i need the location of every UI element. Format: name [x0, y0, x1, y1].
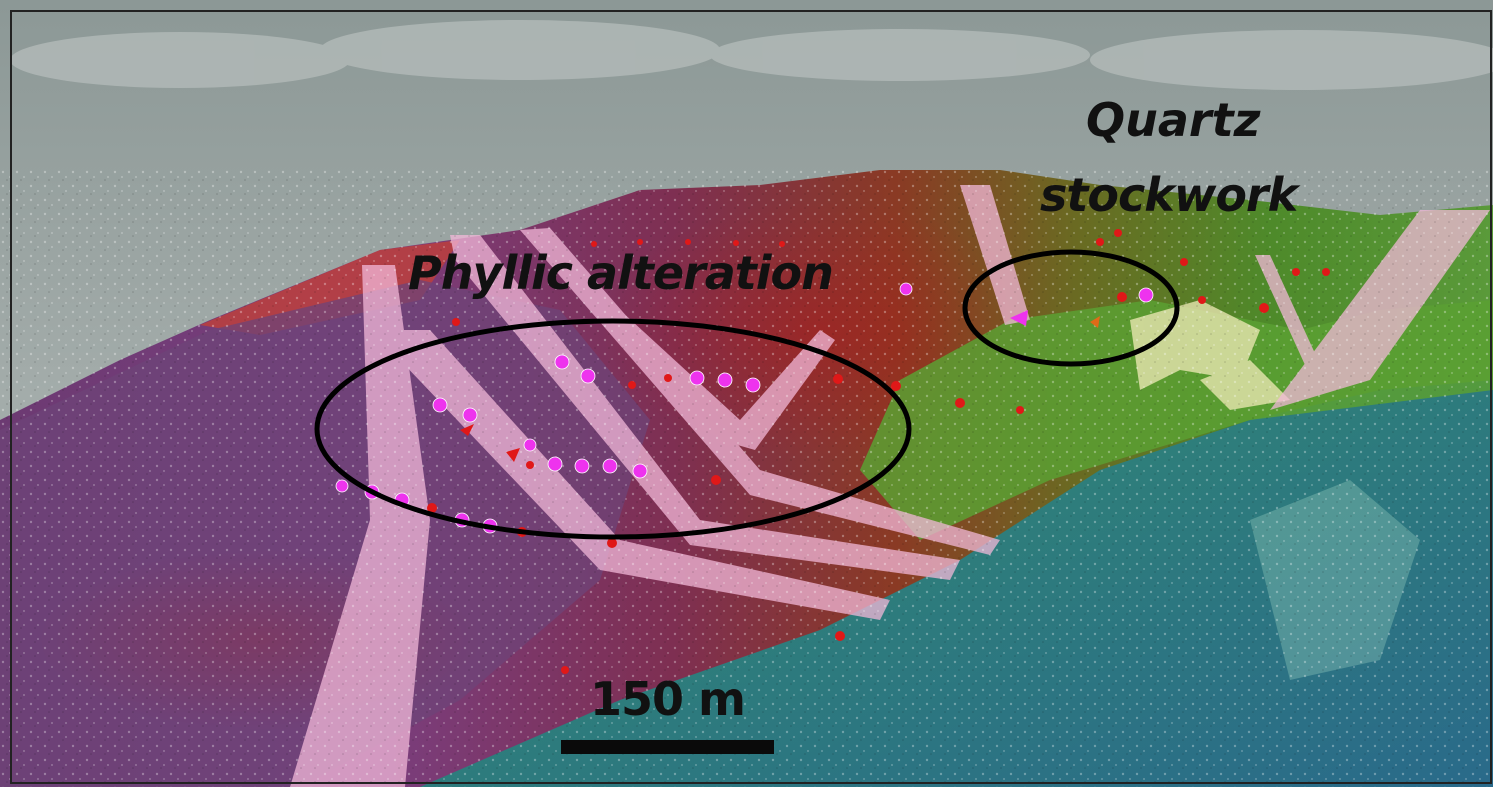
magenta-sample-point-icon: [335, 479, 349, 493]
red-sample-point-icon: [561, 666, 569, 674]
red-sample-point-icon: [1198, 296, 1206, 304]
quartz-stockwork-label-line2: stockwork: [1040, 168, 1298, 222]
red-sample-point-icon: [427, 503, 437, 513]
red-sample-point-icon: [891, 381, 901, 391]
red-sample-point-icon: [1117, 292, 1127, 302]
red-sample-point-icon: [835, 631, 845, 641]
triangle-sample-marker-icon: [506, 448, 520, 462]
red-sample-points: [427, 229, 1330, 674]
magenta-sample-point-icon: [717, 372, 733, 388]
phyllic-alteration-outline: [314, 318, 912, 540]
red-sample-point-icon: [591, 241, 597, 247]
triangle-sample-marker-icon: [1010, 310, 1028, 326]
figure-frame: [10, 10, 1492, 784]
red-sample-point-icon: [711, 475, 721, 485]
red-sample-point-icon: [607, 538, 617, 548]
red-sample-point-icon: [628, 381, 636, 389]
red-sample-point-icon: [955, 398, 965, 408]
red-sample-point-icon: [733, 240, 739, 246]
magenta-sample-point-icon: [547, 456, 563, 472]
red-sample-point-icon: [1259, 303, 1269, 313]
phyllic-alteration-label: Phyllic alteration: [408, 246, 834, 300]
red-sample-point-icon: [685, 239, 691, 245]
red-sample-point-icon: [452, 318, 460, 326]
red-sample-point-icon: [526, 461, 534, 469]
magenta-sample-point-icon: [523, 438, 537, 452]
quartz-stockwork-label-line1: Quartz: [1086, 93, 1261, 147]
magenta-sample-point-icon: [574, 458, 590, 474]
red-sample-point-icon: [1322, 268, 1330, 276]
red-sample-point-icon: [1096, 238, 1104, 246]
terrain-texture: [0, 170, 1493, 787]
magenta-sample-point-icon: [745, 377, 761, 393]
magenta-sample-point-icon: [462, 407, 478, 423]
magenta-sample-point-icon: [602, 458, 618, 474]
red-sample-point-icon: [833, 374, 843, 384]
magenta-sample-point-icon: [689, 370, 705, 386]
magenta-sample-point-icon: [1138, 287, 1154, 303]
red-sample-point-icon: [637, 239, 643, 245]
magenta-sample-point-icon: [580, 368, 596, 384]
scale-bar-label: 150 m: [590, 672, 746, 726]
red-sample-point-icon: [779, 241, 785, 247]
red-sample-point-icon: [1114, 229, 1122, 237]
quartz-stockwork-outline: [962, 249, 1180, 367]
magenta-sample-point-icon: [632, 463, 648, 479]
triangle-markers: [460, 310, 1100, 462]
triangle-sample-marker-icon: [460, 424, 474, 436]
triangle-sample-marker-icon: [1090, 316, 1100, 328]
red-sample-point-icon: [1016, 406, 1024, 414]
red-sample-point-icon: [1292, 268, 1300, 276]
clouds: [10, 20, 1493, 90]
magenta-sample-point-icon: [554, 354, 570, 370]
red-sample-point-icon: [1180, 258, 1188, 266]
magenta-sample-point-icon: [432, 397, 448, 413]
scale-bar: [561, 740, 774, 754]
magenta-sample-point-icon: [899, 282, 913, 296]
red-sample-point-icon: [664, 374, 672, 382]
